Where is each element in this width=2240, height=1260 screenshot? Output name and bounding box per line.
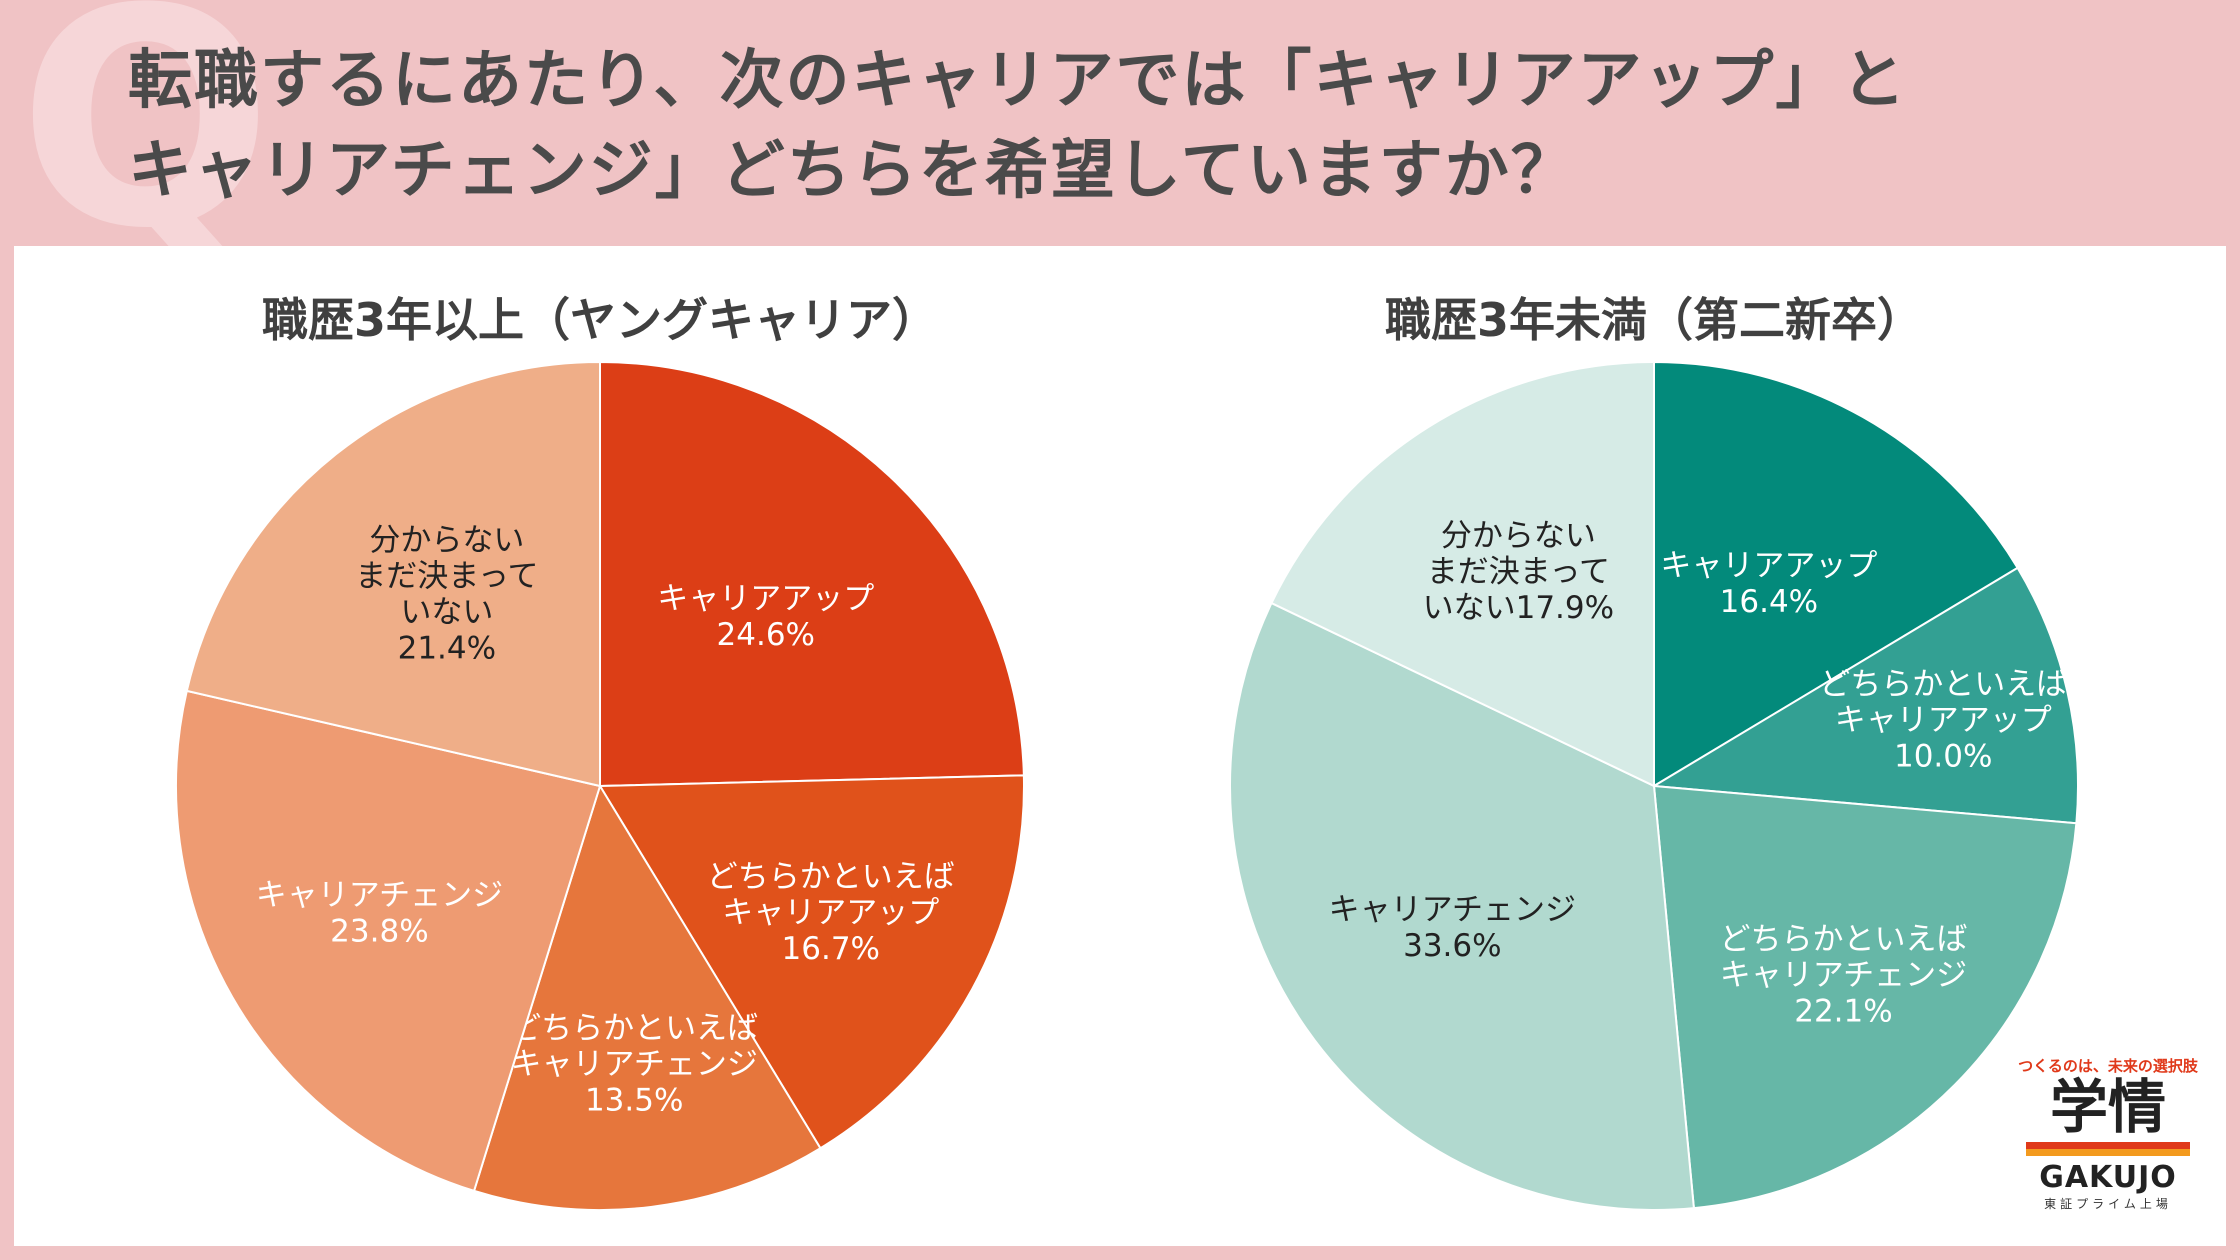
pie-slice-0-1 bbox=[598, 774, 1025, 1150]
pie-charts-svg: キャリアアップ24.6%どちらかといえばキャリアアップ16.7%どちらかといえば… bbox=[175, 360, 2079, 1211]
slice-label-1-0-0: キャリアアップ bbox=[1660, 548, 1877, 584]
slice-label-0-0-1: 24.6% bbox=[717, 617, 815, 653]
slice-label-0-3-0: キャリアチェンジ bbox=[256, 878, 503, 914]
slice-label-1-0-1: 16.4% bbox=[1720, 584, 1818, 620]
slice-label-1-1-2: 10.0% bbox=[1894, 738, 1992, 774]
pie-slice-1-4 bbox=[1270, 360, 1655, 788]
title-line-2: キャリアチェンジ」どちらを希望していますか？ bbox=[128, 134, 1577, 208]
logo-bar bbox=[2026, 1142, 2190, 1156]
pie-slice-1-0 bbox=[1653, 360, 2019, 788]
slice-label-1-2-0: どちらかといえば bbox=[1719, 921, 1967, 957]
chart-title-young-career: 職歴3年以上（ヤングキャリア） bbox=[261, 293, 939, 347]
pie-slice-0-0 bbox=[599, 360, 1025, 788]
slice-label-0-3-1: 23.8% bbox=[330, 914, 428, 950]
pie-slice-0-2 bbox=[472, 783, 822, 1211]
slice-label-1-1-1: キャリアアップ bbox=[1835, 702, 2052, 738]
slice-label-0-2-0: どちらかといえば bbox=[510, 1011, 758, 1047]
slice-label-1-3-0: キャリアチェンジ bbox=[1329, 892, 1576, 928]
pie-slice-1-1 bbox=[1650, 566, 2079, 825]
charts-panel: 職歴3年以上（ヤングキャリア） 職歴3年未満（第二新卒） キャリアアップ 24.6… bbox=[14, 246, 2226, 1246]
slice-label-1-3-1: 33.6% bbox=[1403, 928, 1501, 964]
slice-label-1-2-2: 22.1% bbox=[1794, 993, 1892, 1029]
slice-label-0-0-0: キャリアアップ bbox=[657, 581, 874, 617]
logo-name-en: GAKUJO bbox=[2039, 1160, 2177, 1195]
slice-label-1-4-0: 分からない bbox=[1441, 518, 1596, 554]
slice-label-1-4-1: まだ決まって bbox=[1427, 554, 1610, 590]
q-watermark: Q bbox=[18, 0, 274, 294]
page-title: 転職するにあたり、次のキャリアでは「キャリアアップ」と キャリアチェンジ」どちら… bbox=[128, 36, 1907, 216]
slice-label-1-1-0: どちらかといえば bbox=[1819, 666, 2067, 702]
slice-label-0-1-2: 16.7% bbox=[782, 931, 880, 967]
slice-label-0-2-1: キャリアチェンジ bbox=[511, 1047, 758, 1083]
logo-tagline: つくるのは、未来の選択肢 bbox=[2018, 1057, 2198, 1076]
slice-label-0-2-2: 13.5% bbox=[585, 1083, 683, 1119]
slice-label-1-4-2: いない17.9% bbox=[1423, 590, 1614, 626]
slice-label-0-4-0: 分からない bbox=[369, 523, 524, 559]
pie-slice-1-3 bbox=[1229, 601, 1695, 1211]
slice-label-0-4-2: いない bbox=[400, 595, 493, 631]
slice-label-0-4-1: まだ決まって bbox=[355, 559, 538, 595]
slice-label-1-2-1: キャリアチェンジ bbox=[1720, 957, 1967, 993]
slice-label-0-1-0: どちらかといえば bbox=[707, 859, 955, 895]
slice-label-0-1-1: キャリアアップ bbox=[722, 895, 939, 931]
pie-slice-0-3 bbox=[175, 689, 602, 1193]
slice-label-0-4-3: 21.4% bbox=[398, 631, 496, 667]
pie-slice-1-2 bbox=[1652, 784, 2078, 1210]
logo-name: 学情 bbox=[2049, 1073, 2166, 1142]
logo-subtitle: 東証プライム上場 bbox=[2044, 1197, 2172, 1211]
title-line-1: 転職するにあたり、次のキャリアでは「キャリアアップ」と bbox=[128, 44, 1908, 118]
chart-title-second-new-grad: 職歴3年未満（第二新卒） bbox=[1384, 293, 1924, 347]
gakujo-logo: つくるのは、未来の選択肢 学情 GAKUJO 東証プライム上場 bbox=[2018, 1055, 2198, 1212]
pie-slice-0-4 bbox=[185, 360, 601, 788]
